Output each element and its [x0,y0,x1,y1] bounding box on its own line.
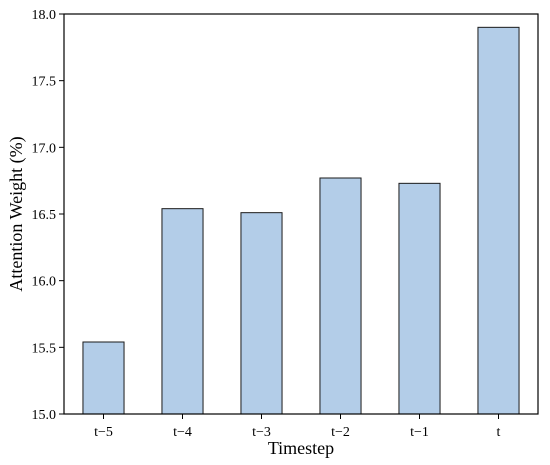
y-tick-label: 17.0 [32,141,57,156]
x-tick-label: t−4 [173,425,192,440]
plot-frame [63,13,539,415]
y-tick-label: 17.5 [32,75,57,90]
x-axis: t−5 t−4 t−3 t−2 t−1 t [94,414,501,440]
y-axis-title: Attention Weight (%) [6,136,27,291]
bar-3 [319,177,362,415]
bar-0 [82,341,125,415]
x-tick-label: t−5 [94,425,113,440]
x-tick-label: t [497,425,501,440]
y-tick-label: 18.0 [32,8,57,23]
y-tick-label: 16.0 [32,275,57,290]
bar-4 [398,182,441,415]
bars-group [82,26,520,415]
bar-1 [161,208,204,415]
y-tick-label: 15.5 [32,341,57,356]
x-tick-label: t−2 [331,425,350,440]
y-axis: 15.0 15.5 16.0 16.5 17.0 17.5 18.0 [32,8,64,423]
y-tick-label: 15.0 [32,408,57,423]
x-axis-title: Timestep [268,438,334,458]
x-tick-label: t−3 [252,425,271,440]
bar-5 [477,26,520,415]
x-tick-label: t−1 [410,425,429,440]
bar-2 [240,212,283,415]
y-tick-label: 16.5 [32,208,57,223]
